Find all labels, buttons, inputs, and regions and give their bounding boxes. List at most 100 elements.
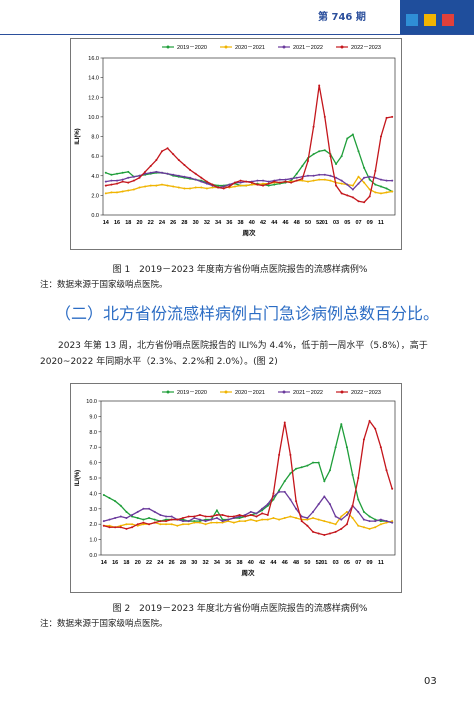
x-tick-label: 22 [148,220,154,226]
data-point [116,172,119,175]
data-point [232,521,235,524]
data-point [357,150,360,153]
data-point [148,523,151,526]
data-point [334,515,337,518]
data-point [136,517,139,520]
data-point [362,510,365,513]
series-line [103,419,393,536]
x-tick-label: 26 [169,560,175,566]
data-point [255,520,258,523]
y-tick-label: 9.0 [89,414,97,420]
data-point [317,503,320,506]
series-line [105,133,393,193]
data-point [181,520,184,523]
data-point [187,520,190,523]
legend-label: 2021－2022 [293,45,323,51]
data-point [368,178,371,181]
data-point [131,526,134,529]
data-point [335,162,338,165]
data-point [204,520,207,523]
data-point [266,513,269,516]
legend-marker [224,390,228,394]
data-point [170,515,173,518]
data-point [227,515,230,518]
data-point [239,184,242,187]
data-point [119,504,122,507]
issue-number: 第 746 期 [318,12,366,23]
data-point [127,189,130,192]
data-point [110,179,113,182]
data-point [183,175,186,178]
data-point [323,533,326,536]
data-point [165,520,168,523]
x-tick-label: 22 [146,560,152,566]
legend-marker [224,45,228,49]
data-point [374,183,377,186]
data-point [312,125,315,128]
data-point [210,515,213,518]
chart: 0.0 1.0 2.0 3.0 4.0 5.0 6.0 7.0 8.0 9.0 10.0 14 16 18… [70,383,402,593]
x-tick-label: 50 [304,560,310,566]
data-point [114,526,117,529]
data-point [238,517,241,520]
data-point [244,520,247,523]
x-tick-label: 14 [101,560,108,566]
data-point [211,186,214,189]
data-point [306,524,309,527]
data-point [374,427,377,430]
data-point [189,176,192,179]
data-point [110,191,113,194]
data-point [391,487,394,490]
data-point [183,187,186,190]
data-point [160,171,163,174]
data-point [249,510,252,513]
data-point [198,518,201,521]
data-point [228,183,231,186]
data-point [374,520,377,523]
legend-label: 2021－2022 [293,390,323,396]
data-point [121,171,124,174]
x-tick-label: 09 [367,220,373,226]
data-point [166,172,169,175]
data-point [165,523,168,526]
data-point [138,186,141,189]
data-point [345,523,348,526]
x-tick-label: 38 [236,560,242,566]
data-point [340,527,343,530]
data-point [357,477,360,479]
data-point [104,184,107,187]
x-tick-label: 05 [344,560,350,566]
legend-label: 2019－2020 [177,45,207,51]
data-point [119,526,122,529]
header-block [400,0,474,34]
deco-square [424,14,436,26]
data-point [233,185,236,188]
data-point [176,524,179,527]
data-point [144,185,147,188]
data-point [187,523,190,526]
data-point [283,517,286,520]
data-point [312,517,315,520]
data-point [183,163,186,166]
data-point [131,515,134,518]
data-point [362,526,365,529]
x-tick-label: 24 [159,220,166,226]
data-point [125,517,128,520]
x-tick-label: 03 [333,560,339,566]
data-point [391,521,394,524]
data-point [119,515,122,518]
data-point [181,523,184,526]
data-point [346,194,349,197]
data-point [323,495,326,498]
data-point [189,168,192,171]
data-point [245,184,248,187]
data-point [121,190,124,193]
data-point [345,513,348,516]
y-tick-label: 1.0 [89,538,97,544]
data-point [262,184,265,187]
data-point [153,518,156,521]
x-tick-label: 34 [215,220,222,226]
data-point [391,115,394,118]
data-point [222,187,225,190]
data-point [357,175,360,178]
